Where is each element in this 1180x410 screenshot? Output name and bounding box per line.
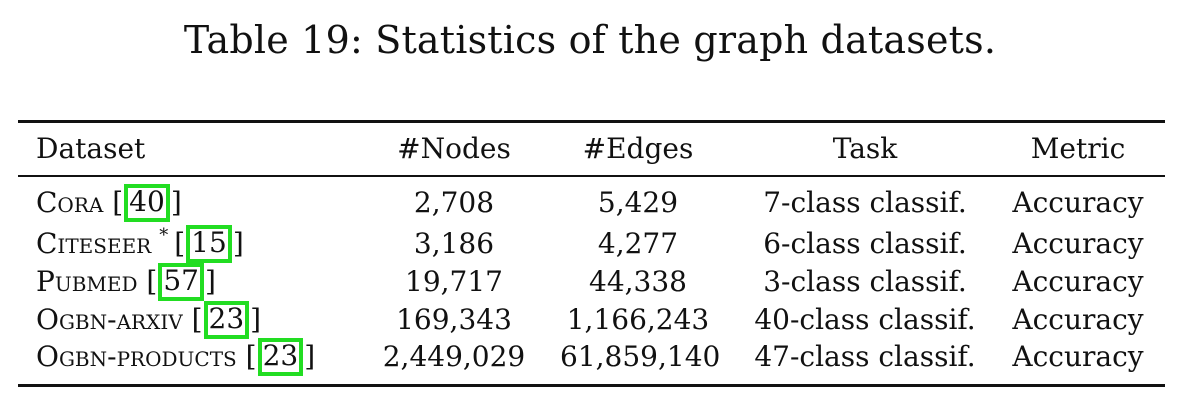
table-row: Pubmed [57] 19,717 44,338 3-class classi…	[0, 262, 1180, 301]
header-task: Task	[832, 132, 898, 165]
citation-bracket: [	[191, 303, 203, 336]
header-dataset: Dataset	[36, 132, 146, 165]
header-row: Dataset #Nodes #Edges Task Metric	[0, 131, 1180, 167]
citation-link[interactable]: 15	[186, 224, 232, 263]
table-caption: Table 19: Statistics of the graph datase…	[183, 18, 997, 62]
citation-bracket: ]	[250, 303, 262, 336]
header-metric: Metric	[1030, 132, 1126, 165]
task-cell: 7-class classif.	[763, 186, 967, 219]
header-nodes: #Nodes	[397, 132, 511, 165]
metric-cell: Accuracy	[1012, 265, 1144, 298]
table-row: Citeseer *[15] 3,186 4,277 6-class classi…	[0, 224, 1180, 263]
citation-link[interactable]: 57	[158, 262, 204, 301]
edges-cell: 44,338	[589, 265, 687, 298]
task-cell: 40-class classif.	[754, 303, 976, 336]
edges-cell: 1,166,243	[566, 303, 710, 336]
edges-cell: 4,277	[597, 227, 679, 260]
dataset-name: Ogbn-arxiv	[36, 303, 183, 336]
nodes-cell: 2,449,029	[382, 340, 526, 373]
citation-bracket: [	[112, 186, 124, 219]
dataset-name: Citeseer	[36, 227, 152, 260]
nodes-cell: 3,186	[413, 227, 495, 260]
citation-bracket: ]	[232, 227, 244, 260]
dataset-cell: Ogbn-products [23]	[36, 337, 316, 376]
table-row: Cora [40] 2,708 5,429 7-class classif. A…	[0, 183, 1180, 222]
citation-bracket: [	[146, 265, 158, 298]
table-row: Ogbn-arxiv [23] 169,343 1,166,243 40-cla…	[0, 300, 1180, 339]
metric-cell: Accuracy	[1012, 340, 1144, 373]
citation-bracket: [	[174, 227, 186, 260]
task-cell: 47-class classif.	[754, 340, 976, 373]
task-cell: 6-class classif.	[763, 227, 967, 260]
nodes-cell: 169,343	[396, 303, 512, 336]
metric-cell: Accuracy	[1012, 186, 1144, 219]
dataset-cell: Pubmed [57]	[36, 262, 216, 301]
dataset-name: Ogbn-products	[36, 340, 237, 373]
mid-rule	[18, 175, 1165, 177]
citation-bracket: ]	[170, 186, 182, 219]
bottom-rule	[18, 384, 1165, 387]
dataset-cell: Citeseer *[15]	[36, 224, 244, 263]
citation-bracket: ]	[205, 265, 216, 298]
citation-link[interactable]: 23	[257, 337, 304, 376]
dataset-cell: Cora [40]	[36, 183, 182, 222]
dataset-name: Cora	[36, 186, 104, 219]
metric-cell: Accuracy	[1012, 303, 1144, 336]
citation-bracket: ]	[304, 340, 316, 373]
task-cell: 3-class classif.	[763, 265, 967, 298]
citation-bracket: [	[245, 340, 257, 373]
dataset-name: Pubmed	[36, 265, 138, 298]
footnote-marker: *	[159, 225, 169, 246]
table-row: Ogbn-products [23] 2,449,029 61,859,140 …	[0, 337, 1180, 376]
nodes-cell: 2,708	[413, 186, 495, 219]
metric-cell: Accuracy	[1012, 227, 1144, 260]
dataset-cell: Ogbn-arxiv [23]	[36, 300, 262, 339]
citation-link[interactable]: 40	[124, 183, 170, 222]
citation-link[interactable]: 23	[203, 300, 250, 339]
top-rule	[18, 120, 1165, 123]
nodes-cell: 19,717	[405, 265, 503, 298]
edges-cell: 5,429	[597, 186, 679, 219]
header-edges: #Edges	[582, 132, 694, 165]
edges-cell: 61,859,140	[560, 340, 721, 373]
